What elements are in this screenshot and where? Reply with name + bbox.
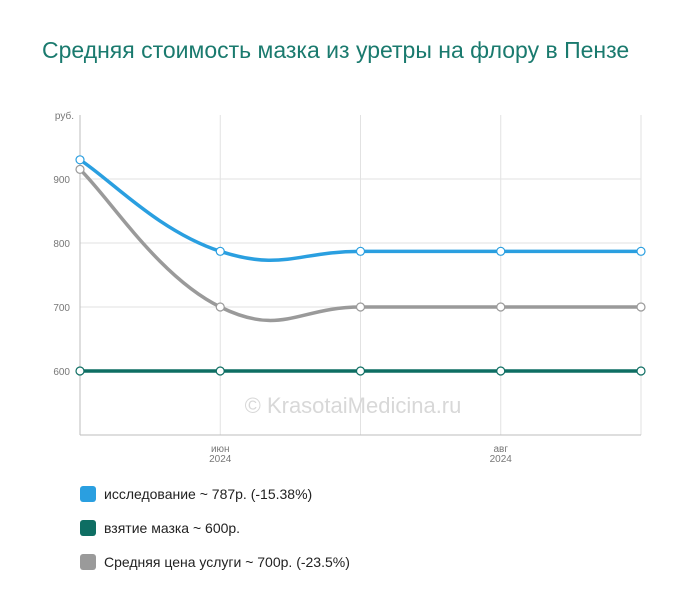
x-tick-label: авг 2024: [490, 444, 513, 465]
legend-label: взятие мазка ~ 600р.: [104, 520, 241, 536]
legend-item[interactable]: взятие мазка ~ 600р.: [80, 518, 350, 538]
series-line: [78, 167, 643, 323]
data-point: [355, 302, 366, 312]
data-point: [496, 302, 506, 312]
grid: [80, 115, 642, 435]
legend-label: Средняя цена услуги ~ 700р. (-23.5%): [104, 554, 350, 570]
data-point: [355, 366, 366, 376]
chart-title: Средняя стоимость мазка из уретры на фло…: [42, 37, 630, 63]
y-tick-label: 600: [53, 367, 70, 378]
legend-item[interactable]: исследование ~ 787р. (-15.38%): [80, 484, 350, 504]
legend-label: исследование ~ 787р. (-15.38%): [104, 486, 313, 502]
x-tick-label: июн 2024: [209, 444, 232, 465]
data-point: [75, 164, 85, 174]
data-point: [215, 246, 225, 256]
data-point: [75, 366, 85, 376]
y-tick-label: 700: [53, 303, 70, 314]
legend-swatch: [80, 554, 96, 570]
data-point: [496, 246, 506, 256]
data-point: [496, 366, 506, 376]
watermark: © KrasotaiMedicina.ru: [245, 393, 462, 418]
data-point: [215, 366, 225, 376]
data-point: [215, 302, 225, 312]
data-point: [636, 302, 646, 312]
y-unit-label: руб.: [55, 110, 74, 122]
legend-item[interactable]: Средняя цена услуги ~ 700р. (-23.5%): [80, 552, 350, 572]
line-chart: 600 700 800 900 руб. июн 2024 авг 2024 © Krasota…: [53, 110, 646, 465]
legend: исследование ~ 787р. (-15.38%) взятие маз…: [80, 484, 350, 586]
legend-swatch: [80, 520, 96, 536]
data-point: [636, 366, 646, 376]
y-tick-label: 800: [53, 239, 70, 250]
data-points: [75, 155, 646, 376]
data-point: [355, 246, 366, 256]
y-tick-label: 900: [53, 175, 70, 186]
data-point: [75, 155, 85, 165]
series-line: [78, 158, 643, 262]
legend-swatch: [80, 486, 96, 502]
axes: 600 700 800 900 руб. июн 2024 авг 2024: [53, 110, 641, 465]
data-point: [636, 246, 646, 256]
